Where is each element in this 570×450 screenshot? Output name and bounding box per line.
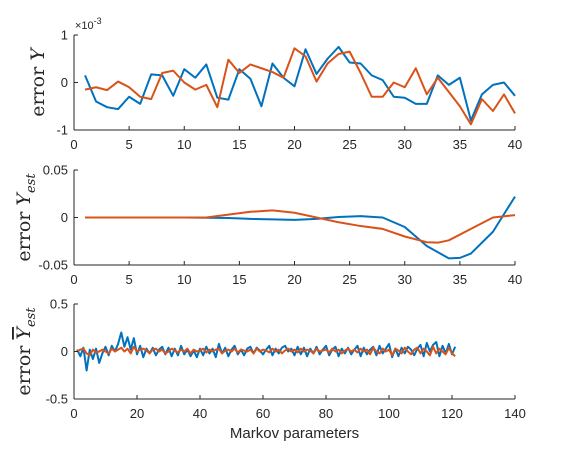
x-tick-label: 20 (287, 137, 301, 152)
x-tick-label: 140 (504, 406, 526, 421)
x-tick-label: 100 (378, 406, 400, 421)
series-line-2 (84, 47, 516, 126)
x-tick-label: 40 (193, 406, 207, 421)
x-tick-label: 0 (70, 406, 77, 421)
y-tick-label: 0 (61, 210, 68, 225)
y-tick-label: 0.05 (43, 163, 68, 178)
x-tick-label: 10 (177, 272, 191, 287)
x-tick-label: 30 (398, 272, 412, 287)
y-tick-label: -0.05 (38, 258, 68, 273)
y-axis-label: error Yest (13, 173, 39, 262)
series-line-1 (85, 196, 516, 260)
x-axis-label: Markov parameters (230, 425, 359, 442)
x-tick-label: 5 (126, 137, 133, 152)
x-tick-label: 25 (342, 137, 356, 152)
y-exponent-label: ×10-3 (75, 16, 102, 32)
x-tick-label: 20 (287, 272, 301, 287)
x-tick-label: 80 (319, 406, 333, 421)
series-line-1 (84, 45, 516, 122)
x-tick-label: 5 (126, 272, 133, 287)
series-line-2 (76, 345, 456, 357)
x-tick-label: 60 (256, 406, 270, 421)
x-tick-label: 35 (453, 137, 467, 152)
x-tick-label: 30 (398, 137, 412, 152)
x-tick-label: 0 (70, 137, 77, 152)
x-tick-label: 35 (453, 272, 467, 287)
series-line-2 (85, 209, 516, 244)
x-tick-label: 40 (508, 272, 522, 287)
y-tick-label: 0 (61, 75, 68, 90)
x-tick-label: 40 (508, 137, 522, 152)
y-tick-label: 0.5 (50, 297, 68, 312)
x-tick-label: 120 (441, 406, 463, 421)
y-axis-label: error Yest (13, 307, 39, 396)
y-axis-label: error Y (27, 46, 49, 117)
x-tick-label: 15 (232, 272, 246, 287)
x-tick-label: 20 (130, 406, 144, 421)
x-tick-label: 10 (177, 137, 191, 152)
x-tick-label: 25 (342, 272, 356, 287)
y-tick-label: 1 (61, 28, 68, 43)
x-tick-label: 0 (70, 272, 77, 287)
y-tick-label: -1 (56, 123, 68, 138)
y-tick-label: 0 (61, 344, 68, 359)
y-tick-label: -0.5 (46, 392, 68, 407)
x-tick-label: 15 (232, 137, 246, 152)
